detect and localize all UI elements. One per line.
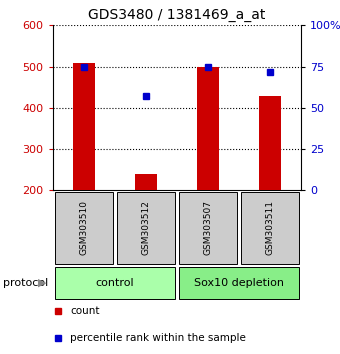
Text: percentile rank within the sample: percentile rank within the sample: [70, 333, 246, 343]
Bar: [259, 96, 281, 190]
Title: GDS3480 / 1381469_a_at: GDS3480 / 1381469_a_at: [88, 8, 266, 22]
Bar: [55, 192, 113, 264]
Text: count: count: [70, 307, 100, 316]
Text: ▶: ▶: [38, 278, 47, 288]
Bar: [117, 192, 175, 264]
Text: protocol: protocol: [3, 278, 49, 288]
Text: GSM303512: GSM303512: [141, 200, 150, 255]
Text: control: control: [96, 278, 134, 288]
Bar: [73, 63, 95, 190]
Text: Sox10 depletion: Sox10 depletion: [194, 278, 284, 288]
Bar: [179, 192, 237, 264]
Bar: [135, 174, 157, 190]
Text: GSM303507: GSM303507: [203, 200, 212, 256]
Bar: [241, 192, 299, 264]
Text: GSM303511: GSM303511: [266, 200, 274, 256]
Bar: [197, 67, 219, 190]
Bar: [179, 267, 299, 299]
Text: GSM303510: GSM303510: [79, 200, 88, 256]
Bar: [55, 267, 175, 299]
